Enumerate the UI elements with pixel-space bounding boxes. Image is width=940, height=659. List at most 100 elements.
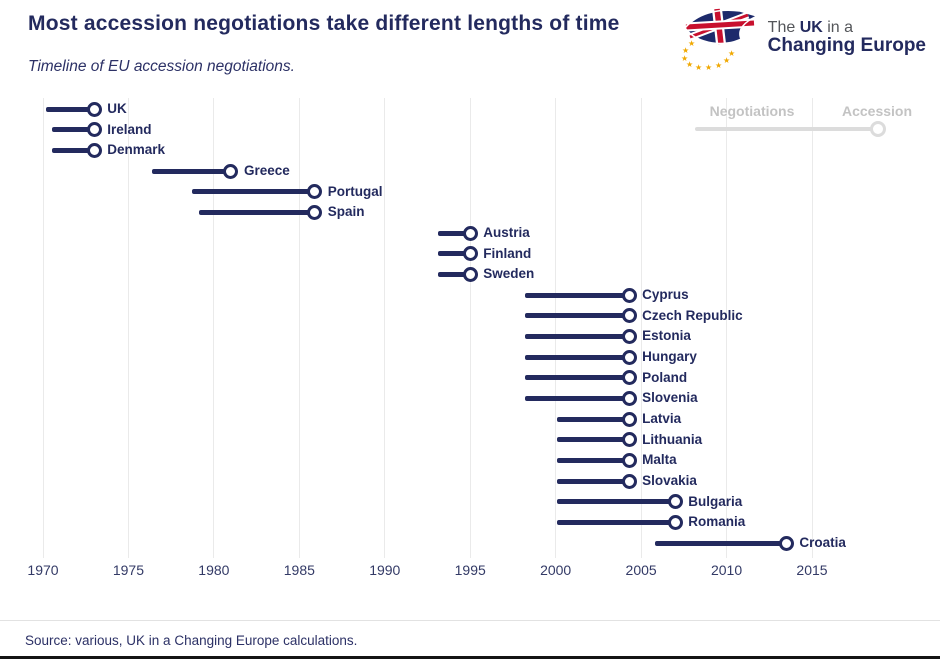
accession-marker-romania	[667, 514, 683, 530]
negotiation-bar-poland	[524, 375, 630, 381]
accession-marker-uk	[86, 101, 102, 117]
gridline-1990	[384, 98, 386, 558]
accession-marker-finland	[462, 246, 478, 262]
negotiation-bar-denmark	[51, 147, 95, 153]
legend-accession-label: Accession	[841, 103, 913, 119]
accession-marker-croatia	[778, 535, 794, 551]
source-note: Source: various, UK in a Changing Europe…	[25, 633, 358, 648]
accession-marker-portugal	[307, 184, 323, 200]
negotiation-bar-uk	[46, 106, 95, 112]
country-label-portugal: Portugal	[327, 183, 383, 199]
negotiation-bar-cyprus	[524, 292, 630, 298]
gridline-1985	[298, 98, 300, 558]
accession-marker-denmark	[86, 142, 102, 158]
negotiation-bar-croatia	[654, 540, 787, 546]
country-label-latvia: Latvia	[642, 411, 682, 427]
negotiation-bar-greece	[152, 168, 231, 174]
x-tick-label-1980: 1980	[198, 562, 230, 578]
accession-marker-lithuania	[621, 432, 637, 448]
negotiation-bar-lithuania	[557, 437, 630, 443]
svg-text:★: ★	[695, 63, 702, 70]
accession-marker-slovakia	[621, 473, 637, 489]
negotiation-bar-finland	[437, 251, 471, 257]
accession-marker-estonia	[621, 328, 637, 344]
accession-marker-slovenia	[621, 390, 637, 406]
country-label-austria: Austria	[483, 225, 530, 241]
svg-text:★: ★	[688, 39, 695, 48]
logo-uk: UK	[799, 18, 823, 36]
country-label-ireland: Ireland	[107, 121, 152, 137]
legend-negotiations-line-icon	[695, 127, 878, 131]
gridline-1980	[213, 98, 215, 558]
country-label-finland: Finland	[483, 245, 532, 261]
x-tick-label-1995: 1995	[454, 562, 486, 578]
svg-text:★: ★	[723, 56, 730, 65]
country-label-czech-republic: Czech Republic	[642, 307, 743, 323]
country-label-sweden: Sweden	[483, 266, 535, 282]
country-label-cyprus: Cyprus	[642, 287, 689, 303]
accession-marker-czech-republic	[621, 308, 637, 324]
negotiation-bar-portugal	[191, 189, 315, 195]
accession-marker-latvia	[621, 411, 637, 427]
gridline-2005	[640, 98, 642, 558]
x-tick-label-1975: 1975	[112, 562, 145, 578]
accession-marker-ireland	[86, 122, 102, 138]
gridline-2010	[726, 98, 728, 558]
accession-marker-spain	[307, 204, 323, 220]
gridline-2015	[811, 98, 813, 558]
negotiation-bar-slovakia	[557, 478, 630, 484]
country-label-greece: Greece	[243, 163, 290, 178]
country-label-slovakia: Slovakia	[642, 473, 697, 489]
union-jack-flag-icon: ★ ★ ★ ★ ★ ★ ★ ★ ★	[681, 8, 759, 70]
country-label-estonia: Estonia	[642, 328, 691, 344]
country-label-malta: Malta	[642, 452, 677, 468]
ukice-logo-text: The UK in a Changing Europe	[767, 18, 926, 57]
negotiation-bar-austria	[437, 230, 471, 236]
negotiation-bar-spain	[198, 209, 315, 215]
logo-in-a: in a	[822, 18, 854, 36]
country-label-denmark: Denmark	[107, 142, 166, 158]
negotiation-bar-latvia	[557, 416, 630, 422]
x-tick-label-1990: 1990	[369, 562, 401, 578]
negotiation-bar-slovenia	[524, 395, 630, 401]
logo-changing-europe: Changing Europe	[767, 35, 926, 57]
chart-subtitle: Timeline of EU accession negotiations.	[28, 58, 295, 75]
negotiation-bar-romania	[557, 519, 676, 525]
x-tick-label-1970: 1970	[27, 562, 59, 578]
country-label-slovenia: Slovenia	[642, 390, 698, 406]
svg-text:★: ★	[681, 54, 688, 63]
negotiation-bar-ireland	[51, 127, 95, 133]
x-tick-label-2005: 2005	[625, 562, 657, 578]
accession-marker-malta	[621, 452, 637, 468]
svg-text:★: ★	[705, 63, 712, 70]
accession-marker-hungary	[621, 349, 637, 365]
gridline-1975	[127, 98, 129, 558]
accession-marker-greece	[223, 163, 239, 179]
negotiation-bar-malta	[557, 457, 630, 463]
negotiation-bar-bulgaria	[557, 499, 676, 505]
negotiation-bar-estonia	[524, 333, 630, 339]
country-label-uk: UK	[107, 101, 127, 116]
legend-negotiations-label: Negotiations	[709, 103, 795, 119]
negotiation-bar-sweden	[437, 271, 471, 277]
country-label-romania: Romania	[688, 514, 746, 530]
country-label-bulgaria: Bulgaria	[688, 493, 743, 509]
eu-stars-icon: ★ ★ ★ ★ ★ ★ ★ ★ ★	[681, 39, 735, 70]
gridline-1995	[469, 98, 471, 558]
accession-marker-austria	[462, 225, 478, 241]
country-label-poland: Poland	[642, 369, 688, 385]
svg-text:★: ★	[686, 60, 693, 69]
x-tick-label-2015: 2015	[796, 562, 828, 578]
page-title: Most accession negotiations take differe…	[28, 12, 620, 35]
logo-the: The	[767, 18, 800, 36]
accession-marker-sweden	[462, 266, 478, 282]
accession-marker-bulgaria	[667, 494, 683, 510]
svg-text:★: ★	[728, 49, 735, 58]
footer-divider	[0, 620, 940, 621]
x-tick-label-1985: 1985	[283, 562, 315, 578]
ukice-logo: ★ ★ ★ ★ ★ ★ ★ ★ ★ The UK in a Changing E…	[680, 6, 926, 70]
x-tick-label-2010: 2010	[710, 562, 743, 578]
negotiation-bar-hungary	[524, 354, 630, 360]
